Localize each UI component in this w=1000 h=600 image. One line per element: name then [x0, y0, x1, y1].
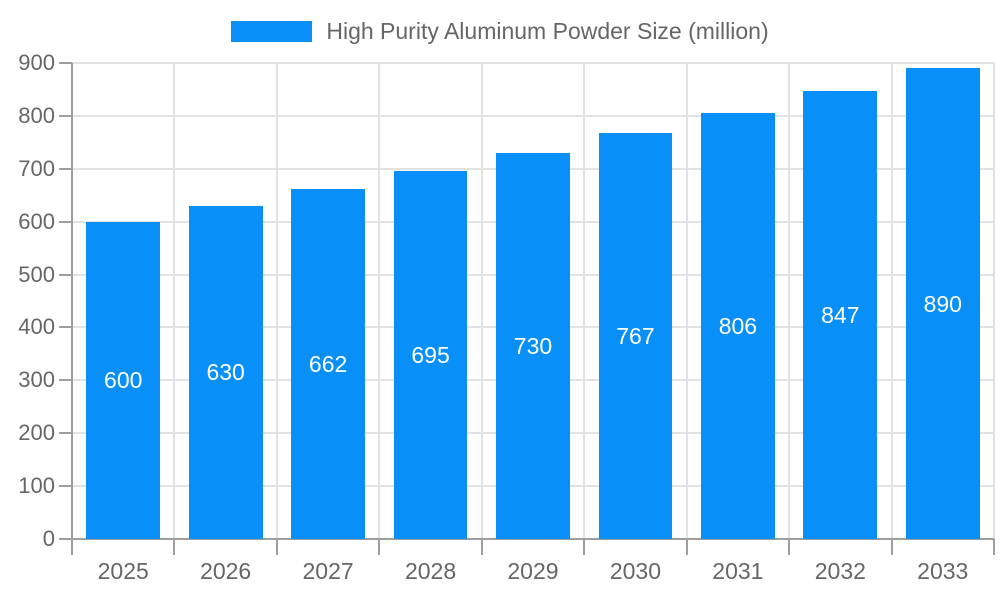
x-axis-label: 2028	[404, 558, 457, 584]
y-axis-label: 800	[18, 102, 55, 128]
y-axis-line	[71, 63, 73, 555]
v-gridline	[583, 63, 586, 539]
y-tick	[59, 379, 72, 382]
y-tick	[59, 485, 72, 488]
h-gridline	[72, 62, 994, 64]
x-tick	[890, 539, 893, 555]
bar[interactable]	[86, 221, 161, 539]
y-tick	[59, 114, 72, 117]
y-axis-label: 0	[42, 526, 55, 551]
x-tick	[480, 539, 483, 555]
bar[interactable]	[905, 68, 980, 539]
y-tick	[59, 62, 72, 64]
v-gridline	[788, 63, 791, 539]
bar[interactable]	[496, 152, 570, 539]
y-axis-label: 200	[18, 420, 55, 446]
x-axis-label: 2027	[302, 558, 354, 584]
x-tick	[788, 539, 791, 555]
bar[interactable]	[393, 171, 468, 539]
y-axis-label: 500	[18, 261, 55, 287]
bar[interactable]	[701, 112, 775, 539]
x-axis-label: 2030	[609, 558, 662, 584]
x-axis-label: 2033	[917, 558, 969, 584]
v-gridline	[685, 63, 688, 539]
h-gridline	[72, 114, 994, 117]
y-tick	[59, 326, 72, 329]
x-axis-line	[59, 538, 994, 540]
x-tick	[583, 539, 586, 555]
bar[interactable]	[803, 91, 878, 539]
x-tick	[685, 539, 688, 555]
x-axis-label: 2025	[97, 558, 149, 584]
x-tick	[993, 539, 995, 555]
y-axis-label: 600	[18, 208, 55, 234]
v-gridline	[993, 63, 995, 539]
y-tick	[59, 432, 72, 435]
v-gridline	[173, 63, 176, 539]
legend[interactable]: High Purity Aluminum Powder Size (millio…	[0, 18, 1000, 44]
v-gridline	[378, 63, 381, 539]
x-tick	[275, 539, 278, 555]
y-axis-label: 700	[18, 155, 55, 181]
y-axis-label: 900	[18, 50, 55, 75]
x-tick	[378, 539, 381, 555]
y-axis-label: 100	[18, 473, 55, 499]
legend-label: High Purity Aluminum Powder Size (millio…	[326, 17, 769, 44]
y-tick	[59, 273, 72, 276]
bar[interactable]	[291, 188, 365, 539]
bar[interactable]	[188, 205, 263, 539]
v-gridline	[275, 63, 278, 539]
y-axis-label: 400	[18, 314, 55, 340]
v-gridline	[480, 63, 483, 539]
x-axis-label: 2032	[814, 558, 866, 584]
x-tick	[173, 539, 176, 555]
y-tick	[59, 167, 72, 170]
x-axis-label: 2031	[712, 558, 764, 584]
y-axis-label: 300	[18, 367, 55, 393]
x-axis-label: 2026	[200, 558, 252, 584]
v-gridline	[890, 63, 893, 539]
y-tick	[59, 220, 72, 223]
legend-swatch	[231, 20, 313, 42]
bar[interactable]	[598, 133, 673, 539]
x-axis-label: 2029	[507, 558, 559, 584]
